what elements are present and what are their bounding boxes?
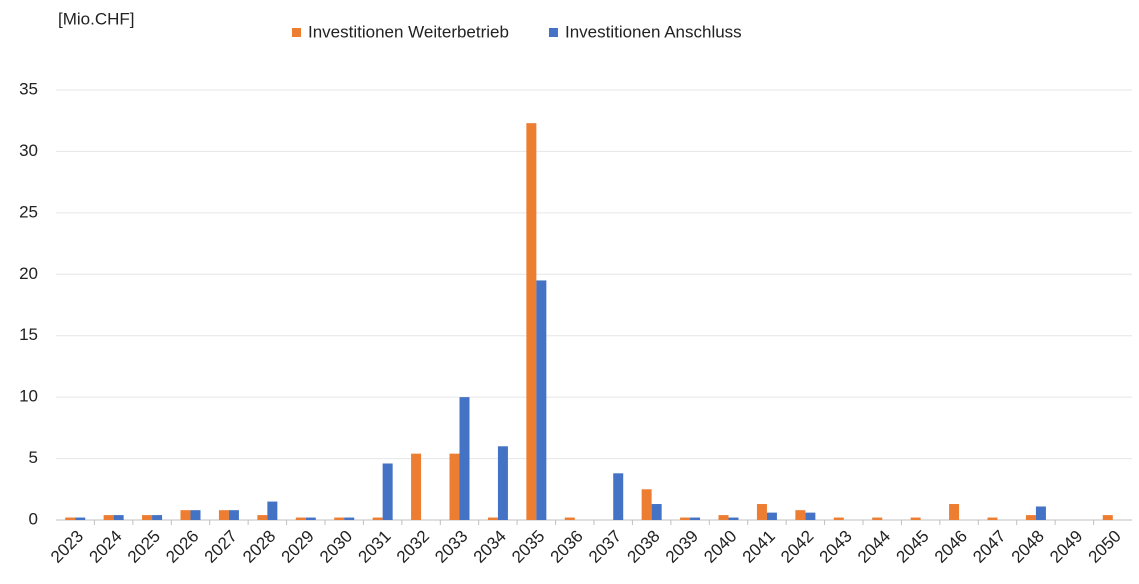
x-tick-label: 2026 bbox=[162, 527, 202, 567]
x-tick-label: 2031 bbox=[354, 527, 394, 567]
bar bbox=[142, 515, 153, 520]
x-tick-label: 2034 bbox=[470, 527, 510, 567]
x-tick-label: 2038 bbox=[623, 527, 663, 567]
legend-swatch bbox=[548, 28, 558, 37]
x-tick-label: 2028 bbox=[239, 527, 279, 567]
bar bbox=[1035, 506, 1046, 520]
y-tick-label: 15 bbox=[19, 325, 38, 344]
x-tick-label: 2046 bbox=[931, 527, 971, 567]
bar bbox=[334, 517, 345, 520]
bar bbox=[65, 517, 76, 520]
x-tick-label: 2037 bbox=[585, 527, 625, 567]
x-tick-label: 2035 bbox=[508, 527, 548, 567]
bar bbox=[449, 453, 460, 520]
x-tick-label: 2032 bbox=[393, 527, 433, 567]
bar bbox=[756, 504, 767, 520]
x-tick-label: 2047 bbox=[969, 527, 1009, 567]
x-tick-label: 2044 bbox=[854, 527, 894, 567]
bar bbox=[372, 517, 383, 520]
bar bbox=[690, 517, 701, 520]
bar bbox=[382, 463, 393, 520]
x-tick-label: 2042 bbox=[777, 527, 817, 567]
bar bbox=[344, 517, 355, 520]
bar bbox=[305, 517, 316, 520]
y-tick-label: 30 bbox=[19, 141, 38, 160]
bar bbox=[766, 512, 777, 520]
bar bbox=[459, 397, 470, 520]
x-tick-label: 2025 bbox=[124, 527, 164, 567]
x-tick-label: 2033 bbox=[431, 527, 471, 567]
legend-label: Investitionen Weiterbetrieb bbox=[308, 22, 509, 41]
y-tick-label: 10 bbox=[19, 387, 38, 406]
x-tick-label: 2023 bbox=[47, 527, 87, 567]
x-tick-label: 2043 bbox=[816, 527, 856, 567]
bar bbox=[75, 517, 86, 520]
bar bbox=[795, 510, 806, 520]
bar bbox=[651, 504, 662, 520]
bar bbox=[526, 123, 537, 521]
bar bbox=[805, 512, 816, 520]
x-tick-label: 2029 bbox=[278, 527, 318, 567]
bar bbox=[680, 517, 691, 520]
bar bbox=[190, 510, 201, 520]
y-tick-label: 25 bbox=[19, 202, 38, 221]
bar bbox=[641, 489, 652, 520]
bar bbox=[257, 515, 268, 520]
x-tick-label: 2024 bbox=[85, 527, 125, 567]
bar bbox=[728, 517, 739, 520]
y-tick-label: 20 bbox=[19, 264, 38, 283]
bar bbox=[536, 280, 547, 520]
y-tick-label: 5 bbox=[29, 448, 38, 467]
bar bbox=[497, 446, 508, 520]
bar bbox=[103, 515, 114, 520]
bar bbox=[180, 510, 191, 520]
x-tick-label: 2030 bbox=[316, 527, 356, 567]
bar bbox=[949, 504, 960, 520]
bar bbox=[564, 517, 575, 520]
y-axis-label: [Mio.CHF] bbox=[58, 9, 135, 28]
bar bbox=[910, 517, 921, 520]
x-tick-label: 2036 bbox=[547, 527, 587, 567]
bar bbox=[1102, 515, 1113, 520]
x-tick-label: 2040 bbox=[700, 527, 740, 567]
y-tick-label: 0 bbox=[29, 509, 38, 528]
bar bbox=[613, 473, 624, 520]
x-tick-label: 2039 bbox=[662, 527, 702, 567]
bar bbox=[218, 510, 229, 520]
bar bbox=[411, 453, 422, 520]
legend-label: Investitionen Anschluss bbox=[565, 22, 742, 41]
bar bbox=[833, 517, 844, 520]
bar bbox=[152, 515, 163, 520]
bar bbox=[1025, 515, 1036, 520]
x-tick-label: 2050 bbox=[1085, 527, 1125, 567]
x-tick-label: 2027 bbox=[201, 527, 241, 567]
bar bbox=[718, 515, 729, 520]
bar bbox=[295, 517, 306, 520]
y-tick-label: 35 bbox=[19, 79, 38, 98]
bar bbox=[267, 501, 278, 520]
x-tick-label: 2045 bbox=[892, 527, 932, 567]
legend-swatch bbox=[292, 28, 301, 37]
bar bbox=[113, 515, 124, 520]
bar bbox=[228, 510, 239, 520]
bar bbox=[872, 517, 883, 520]
x-tick-label: 2048 bbox=[1008, 527, 1048, 567]
bar bbox=[987, 517, 998, 520]
x-tick-label: 2041 bbox=[739, 527, 779, 567]
x-tick-label: 2049 bbox=[1046, 527, 1086, 567]
bar bbox=[487, 517, 498, 520]
